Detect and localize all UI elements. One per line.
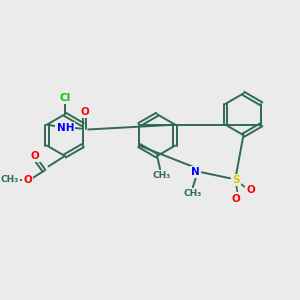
Text: CH₃: CH₃	[184, 189, 202, 198]
Text: O: O	[232, 194, 240, 203]
Text: S: S	[232, 175, 240, 185]
Text: O: O	[31, 151, 40, 161]
Text: NH: NH	[56, 123, 74, 133]
Text: Cl: Cl	[59, 93, 70, 103]
Text: O: O	[80, 107, 89, 117]
Text: O: O	[23, 175, 32, 185]
Text: CH₃: CH₃	[152, 171, 171, 180]
Text: N: N	[191, 167, 200, 177]
Text: O: O	[247, 184, 255, 195]
Text: CH₃: CH₃	[1, 175, 19, 184]
